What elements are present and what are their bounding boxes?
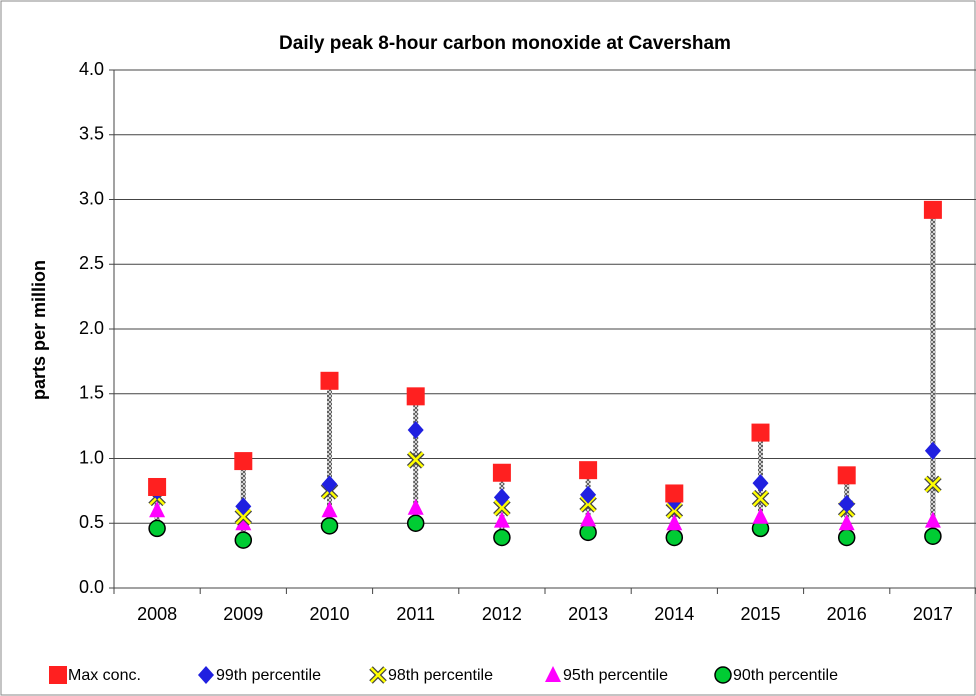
y-tick-label: 4.0 xyxy=(79,59,104,79)
marker-x xyxy=(234,508,253,526)
marker-square xyxy=(148,477,167,496)
marker-square xyxy=(579,461,598,480)
marker-square xyxy=(923,200,942,219)
marker-diamond xyxy=(321,475,338,494)
high-low-line xyxy=(327,380,332,526)
x-tick-label: 2008 xyxy=(137,604,177,624)
chart-title: Daily peak 8-hour carbon monoxide at Cav… xyxy=(279,33,731,54)
legend-label: 95th percentile xyxy=(563,667,668,684)
y-tick-label: 2.0 xyxy=(79,318,104,338)
marker-diamond xyxy=(198,666,214,684)
marker-x-fill xyxy=(580,495,596,512)
high-low-line xyxy=(930,209,936,537)
y-axis-label: parts per million xyxy=(29,260,49,400)
marker-triangle xyxy=(493,511,510,528)
x-tick-label: 2013 xyxy=(568,604,608,624)
x-tick-label: 2009 xyxy=(223,604,263,624)
legend-label: 99th percentile xyxy=(216,667,321,684)
y-tick-label: 1.0 xyxy=(79,447,104,467)
marker-diamond xyxy=(580,485,597,504)
legend-label: 90th percentile xyxy=(733,667,838,684)
marker-diamond xyxy=(838,494,855,513)
legend-label: 98th percentile xyxy=(388,667,493,684)
legend-item: 98th percentile xyxy=(369,666,493,684)
marker-square xyxy=(406,387,425,406)
marker-circle xyxy=(665,528,684,547)
marker-square xyxy=(665,484,684,503)
marker-triangle xyxy=(149,501,166,518)
marker-square xyxy=(234,452,253,471)
x-tick-label: 2015 xyxy=(740,604,780,624)
marker-circle xyxy=(837,528,856,547)
marker-circle xyxy=(714,666,732,684)
marker-diamond xyxy=(407,421,424,440)
y-tick-label: 3.5 xyxy=(79,124,104,144)
marker-x-fill xyxy=(235,508,252,525)
marker-diamond xyxy=(493,488,510,507)
marker-triangle xyxy=(407,498,424,515)
legend-item: 90th percentile xyxy=(714,666,838,684)
marker-square xyxy=(751,423,770,442)
marker-triangle xyxy=(838,514,855,531)
x-tick-label: 2011 xyxy=(396,604,435,624)
marker-circle xyxy=(406,514,425,532)
marker-triangle xyxy=(545,666,561,682)
marker-x-fill xyxy=(752,490,769,507)
marker-triangle xyxy=(924,511,941,528)
marker-circle xyxy=(320,517,339,535)
marker-x xyxy=(665,501,684,520)
x-tick-label: 2010 xyxy=(309,604,349,624)
marker-square xyxy=(492,463,511,482)
marker-circle xyxy=(234,531,253,549)
marker-x-fill xyxy=(407,451,424,468)
y-tick-label: 0.5 xyxy=(79,512,104,532)
marker-diamond xyxy=(924,441,941,460)
marker-x xyxy=(751,489,770,508)
marker-triangle xyxy=(666,514,683,531)
y-tick-label: 3.0 xyxy=(79,188,104,208)
marker-x xyxy=(579,495,597,513)
marker-circle xyxy=(579,523,597,542)
x-tick-label: 2012 xyxy=(482,604,522,624)
y-tick-label: 1.5 xyxy=(79,383,104,403)
legend-item: Max conc. xyxy=(49,666,141,684)
marker-square xyxy=(837,466,856,485)
marker-square xyxy=(49,666,67,684)
marker-circle xyxy=(924,527,942,545)
marker-diamond xyxy=(235,497,252,516)
y-tick-label: 0.0 xyxy=(79,577,104,597)
marker-x xyxy=(369,666,387,684)
x-tick-label: 2017 xyxy=(913,604,953,624)
x-tick-label: 2014 xyxy=(654,604,694,624)
y-tick-label: 2.5 xyxy=(79,253,104,273)
marker-x xyxy=(493,498,511,517)
x-tick-label: 2016 xyxy=(827,604,867,624)
marker-x xyxy=(924,475,942,494)
marker-circle xyxy=(148,519,166,538)
marker-triangle xyxy=(321,501,338,518)
legend-item: 95th percentile xyxy=(545,666,668,684)
marker-triangle xyxy=(235,514,252,531)
marker-x-fill xyxy=(494,499,510,516)
marker-triangle xyxy=(580,510,597,527)
marker-x-fill xyxy=(925,476,941,493)
legend-item: 99th percentile xyxy=(198,666,321,684)
marker-square xyxy=(320,371,339,390)
marker-diamond xyxy=(752,474,769,493)
legend-label: Max conc. xyxy=(68,667,141,684)
marker-circle xyxy=(493,528,511,547)
marker-x-fill xyxy=(666,502,683,519)
marker-x-fill xyxy=(370,667,386,683)
marker-x xyxy=(406,451,425,469)
marker-triangle xyxy=(752,507,769,524)
